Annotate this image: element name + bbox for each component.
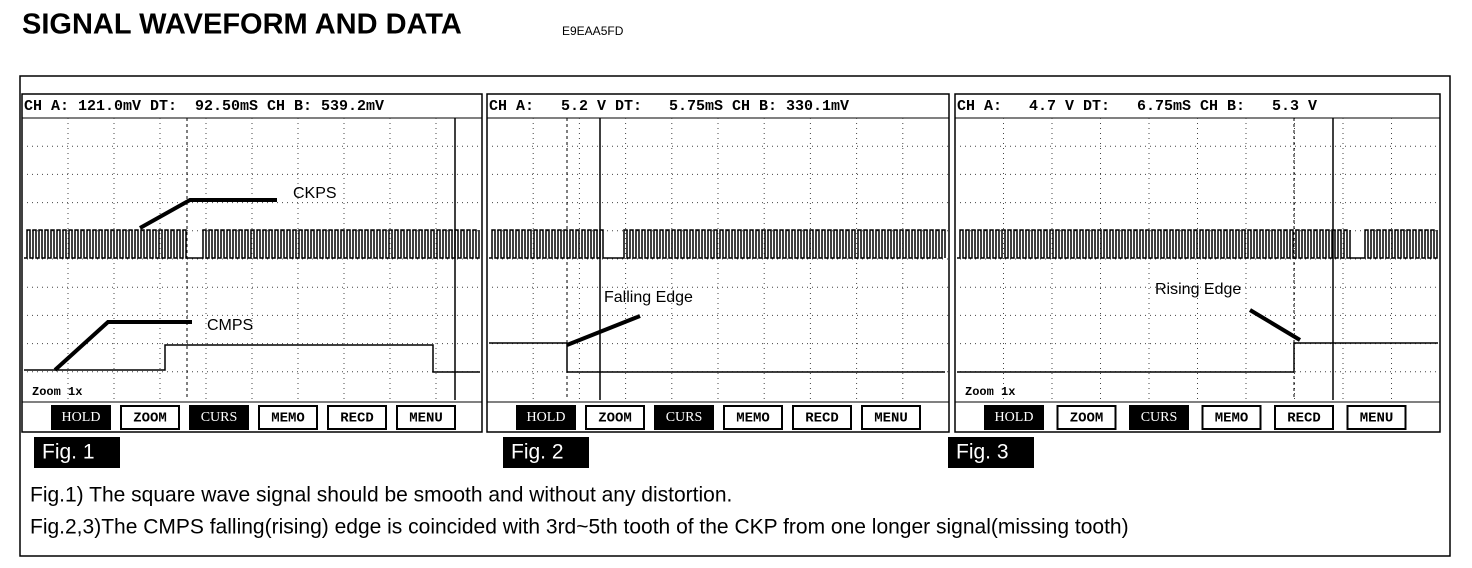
annotation: Rising Edge <box>1155 281 1241 298</box>
annotation: CKPS <box>293 185 337 202</box>
button-label: CURS <box>666 410 703 425</box>
readout: CH A: 121.0mV DT: 92.50mS CH B: 539.2mV <box>24 98 384 115</box>
button <box>1201 405 1262 430</box>
button <box>1056 405 1117 430</box>
annotation-arrow <box>1248 308 1302 342</box>
panel-border <box>21 93 483 433</box>
button-label: ZOOM <box>133 411 167 427</box>
ckps-wave <box>957 229 1438 259</box>
button-label: MEMO <box>271 411 305 427</box>
figure-label: Fig. 3 <box>956 441 1009 464</box>
button-label: CURS <box>201 410 238 425</box>
zoom-label: Zoom 1x <box>32 385 82 399</box>
title: SIGNAL WAVEFORM AND DATA <box>22 9 462 41</box>
button <box>516 405 576 430</box>
button-label: RECD <box>1287 411 1321 427</box>
cmps-wave <box>24 344 480 373</box>
button-label: HOLD <box>62 410 101 425</box>
button-label: MEMO <box>1215 411 1249 427</box>
annotation: CMPS <box>207 317 253 334</box>
scope-panel: CH A: 121.0mV DT: 92.50mS CH B: 539.2mV C… <box>21 93 483 433</box>
button-label: MEMO <box>736 411 770 427</box>
annotation-arrow <box>139 198 277 230</box>
figure-tag <box>948 437 1034 468</box>
figure-label: Fig. 2 <box>511 441 564 464</box>
caption: Fig.2,3)The CMPS falling(rising) edge is… <box>30 516 1129 539</box>
figure-label: Fig. 1 <box>42 441 95 464</box>
cmps-wave <box>489 342 945 373</box>
button <box>51 405 111 430</box>
scope-panel: CH A: 4.7 V DT: 6.75mS CH B: 5.3 V Rising… <box>954 93 1441 433</box>
readout: CH A: 4.7 V DT: 6.75mS CH B: 5.3 V <box>957 98 1317 115</box>
ckps-wave <box>489 229 946 259</box>
annotation: Falling Edge <box>604 289 693 306</box>
cmps-wave <box>957 342 1438 373</box>
button <box>861 405 921 430</box>
code: E9EAA5FD <box>562 24 624 38</box>
button-label: ZOOM <box>598 411 632 427</box>
frame <box>19 75 1451 557</box>
figure-tag <box>34 437 120 468</box>
readout: CH A: 5.2 V DT: 5.75mS CH B: 330.1mV <box>489 98 849 115</box>
annotation-arrow <box>566 314 641 347</box>
button-label: ZOOM <box>1070 411 1104 427</box>
button-label: HOLD <box>527 410 566 425</box>
button <box>189 405 249 430</box>
button <box>585 405 645 430</box>
ckps-wave <box>24 229 480 259</box>
button <box>120 405 180 430</box>
figure-tag <box>503 437 589 468</box>
caption: Fig.1) The square wave signal should be … <box>30 484 732 507</box>
button <box>258 405 318 430</box>
button-label: MENU <box>874 411 908 427</box>
button <box>792 405 852 430</box>
button <box>723 405 783 430</box>
button <box>396 405 456 430</box>
button <box>984 405 1044 430</box>
button-label: MENU <box>1360 411 1394 427</box>
annotation-arrow <box>53 320 192 372</box>
button-label: MENU <box>409 411 443 427</box>
zoom-label: Zoom 1x <box>965 385 1015 399</box>
button-label: RECD <box>805 411 839 427</box>
button <box>654 405 714 430</box>
button-label: RECD <box>340 411 374 427</box>
scope-panel: CH A: 5.2 V DT: 5.75mS CH B: 330.1mV Fall… <box>486 93 950 433</box>
button-label: CURS <box>1141 410 1178 425</box>
button <box>327 405 387 430</box>
button-label: HOLD <box>995 410 1034 425</box>
button <box>1346 405 1407 430</box>
button <box>1274 405 1334 430</box>
button <box>1129 405 1189 430</box>
